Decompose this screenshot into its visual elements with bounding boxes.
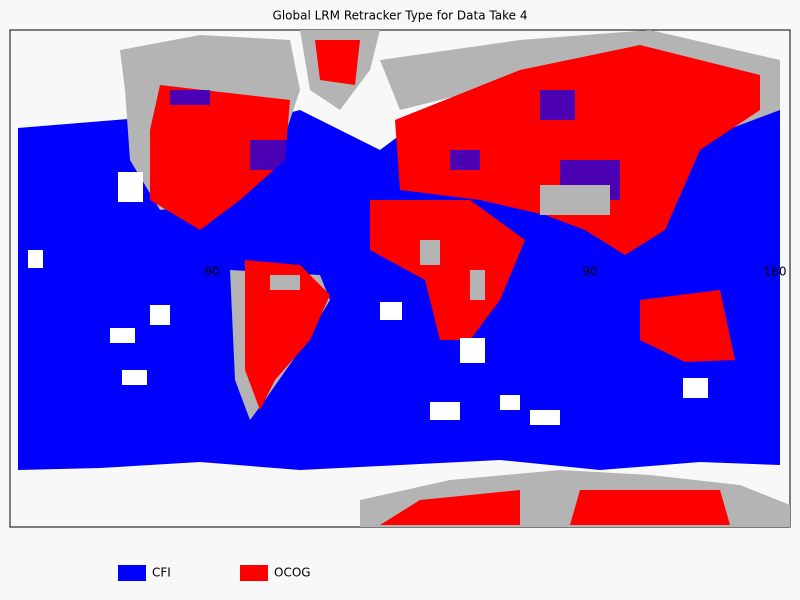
- map-area: -90 90 180: [9, 29, 791, 528]
- longitude-label: 180: [764, 265, 787, 279]
- ocean-gap: [150, 305, 170, 325]
- land-cfi-patch: [170, 90, 210, 105]
- africa-ocog: [370, 200, 525, 340]
- legend: CFI OCOG: [118, 565, 311, 581]
- australia-ocog: [640, 290, 735, 362]
- map-title: Global LRM Retracker Type for Data Take …: [273, 9, 528, 23]
- ocean-gap: [110, 328, 135, 343]
- no-data-land: [420, 240, 440, 265]
- legend-label: OCOG: [274, 566, 311, 580]
- ocean-gap: [118, 172, 143, 202]
- ocean-gap: [530, 410, 560, 425]
- south-america-ocog: [245, 260, 330, 410]
- antarctica-ocog-1: [380, 490, 520, 525]
- land-cfi-patch: [250, 140, 290, 170]
- ocean-gap: [380, 302, 402, 320]
- ocean-gap: [28, 250, 43, 268]
- ocean-gap: [430, 402, 460, 420]
- ocean-gap: [500, 395, 520, 410]
- land-cfi-patch: [540, 90, 575, 120]
- greenland-ocog: [315, 40, 360, 85]
- ocean-gap: [460, 338, 485, 363]
- no-data-land: [470, 270, 485, 300]
- antarctica-ocog-2: [570, 490, 730, 525]
- eurasia-ocog: [395, 45, 760, 255]
- longitude-label: -90: [200, 265, 220, 279]
- land-cfi-patch: [450, 150, 480, 170]
- north-america-ocog: [150, 85, 290, 230]
- ocean-gap: [683, 378, 708, 398]
- legend-label: CFI: [152, 566, 171, 580]
- no-data-land: [270, 275, 300, 290]
- legend-swatch: [118, 565, 146, 581]
- no-data-land: [540, 185, 610, 215]
- longitude-label: 90: [582, 265, 597, 279]
- ocean-gap: [122, 370, 147, 385]
- legend-swatch: [240, 565, 268, 581]
